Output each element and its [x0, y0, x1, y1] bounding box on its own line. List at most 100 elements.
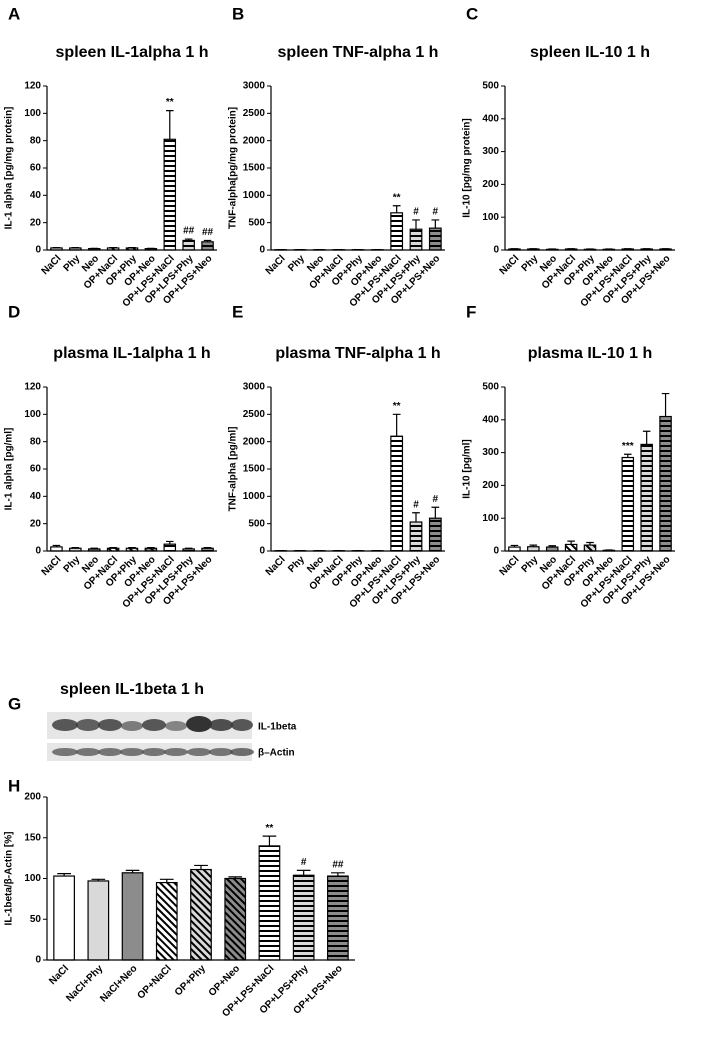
- significance-label: #: [413, 499, 419, 510]
- y-tick-label: 1500: [243, 163, 266, 174]
- error-bar: [412, 512, 420, 523]
- y-tick-label: 20: [30, 518, 42, 529]
- x-tick-label: Phy: [520, 253, 541, 274]
- bar: [292, 874, 315, 961]
- y-tick-label: 300: [482, 146, 499, 157]
- bar: [409, 228, 423, 251]
- error-bar: [194, 864, 208, 870]
- chart-title: plasma IL-10 1 h: [528, 345, 653, 362]
- blot-row-label: β–Actin: [258, 748, 295, 759]
- x-tick-label: NaCl: [40, 554, 64, 578]
- x-tick-label: NaCl: [498, 253, 522, 277]
- error-bar: [166, 540, 174, 545]
- y-tick-label: 3000: [243, 382, 266, 393]
- y-tick-label: 40: [30, 491, 42, 502]
- panel-letter: A: [8, 4, 20, 23]
- bar: [182, 239, 195, 251]
- bar: [583, 544, 597, 552]
- bar: [50, 546, 63, 552]
- y-tick-label: 500: [248, 518, 265, 529]
- x-tick-label: Phy: [520, 554, 541, 575]
- y-tick-label: 2000: [243, 436, 266, 447]
- bar: [224, 877, 247, 961]
- y-tick-label: 500: [482, 382, 499, 393]
- significance-label: ##: [332, 859, 344, 870]
- x-tick-label: Phy: [286, 554, 307, 575]
- panel-letter: E: [232, 302, 243, 321]
- bands: [52, 716, 253, 732]
- error-bar: [392, 205, 401, 213]
- x-tick-label: Phy: [286, 253, 307, 274]
- y-axis-label: TNF-alpha [pg/ml]: [228, 427, 239, 512]
- y-tick-label: 0: [35, 546, 41, 557]
- y-tick-label: 200: [24, 792, 41, 803]
- significance-label: **: [166, 97, 174, 108]
- error-bar: [331, 872, 345, 877]
- x-tick-label: NaCl+Neo: [98, 963, 139, 1004]
- error-bar: [412, 219, 420, 230]
- y-tick-label: 0: [493, 245, 499, 256]
- bar: [327, 875, 349, 961]
- error-bar: [184, 547, 193, 549]
- y-tick-label: 2000: [243, 135, 266, 146]
- error-bar: [159, 878, 174, 883]
- y-tick-label: 100: [24, 108, 41, 119]
- error-bar: [203, 546, 212, 549]
- bar: [155, 881, 178, 961]
- y-tick-label: 0: [259, 546, 265, 557]
- error-bar: [71, 546, 80, 549]
- bar: [87, 880, 110, 961]
- y-tick-label: 2500: [243, 108, 266, 119]
- y-axis-label: IL-1 alpha [pg/ml]: [4, 428, 15, 511]
- bar: [390, 212, 404, 251]
- bar: [163, 543, 177, 552]
- x-tick-label: NaCl: [498, 554, 522, 578]
- x-tick-label: Phy: [62, 253, 83, 274]
- x-tick-label: NaCl: [40, 253, 64, 277]
- error-bar: [262, 835, 277, 846]
- significance-label: ##: [202, 227, 214, 238]
- chart-title: spleen IL-1alpha 1 h: [56, 44, 209, 61]
- error-bar: [125, 869, 140, 873]
- y-tick-label: 120: [24, 382, 41, 393]
- y-tick-label: 150: [24, 832, 41, 843]
- panel-letter: G: [8, 694, 21, 713]
- y-tick-label: 100: [482, 513, 499, 524]
- significance-label: ##: [183, 226, 195, 237]
- bar: [190, 868, 212, 961]
- y-tick-label: 0: [35, 955, 41, 966]
- panel-letter: C: [466, 4, 478, 23]
- y-tick-label: 100: [24, 409, 41, 420]
- x-tick-label: NaCl: [264, 554, 288, 578]
- y-axis-label: IL-1 alpha [pg/mg protein]: [4, 107, 15, 230]
- y-axis-label: IL-10 [pg/mg protein]: [462, 118, 473, 217]
- bar: [163, 138, 177, 251]
- y-tick-label: 120: [24, 81, 41, 92]
- panel-letter: B: [232, 4, 244, 23]
- error-bar: [128, 546, 136, 549]
- x-tick-label: OP+NaCl: [136, 963, 174, 1001]
- error-bar: [642, 430, 651, 445]
- bar: [121, 872, 144, 961]
- bar: [564, 543, 578, 552]
- error-bar: [91, 878, 106, 881]
- significance-label: **: [393, 192, 401, 203]
- error-bar: [548, 545, 556, 548]
- x-tick-label: NaCl: [47, 963, 71, 987]
- bar: [640, 443, 653, 552]
- y-axis-label: IL-1beta/β-Actin [%]: [4, 832, 15, 926]
- blot-row-label: IL-1beta: [258, 722, 297, 733]
- y-tick-label: 500: [248, 217, 265, 228]
- chart-title: spleen TNF-alpha 1 h: [278, 44, 439, 61]
- chart-title: plasma IL-1alpha 1 h: [53, 345, 210, 362]
- western-blot: G spleen IL-1beta 1 h IL-1beta β–Actin: [8, 681, 297, 761]
- y-tick-label: 1000: [243, 491, 266, 502]
- y-tick-label: 500: [482, 81, 499, 92]
- error-bar: [147, 546, 155, 549]
- bar: [258, 845, 281, 961]
- y-tick-label: 3000: [243, 81, 266, 92]
